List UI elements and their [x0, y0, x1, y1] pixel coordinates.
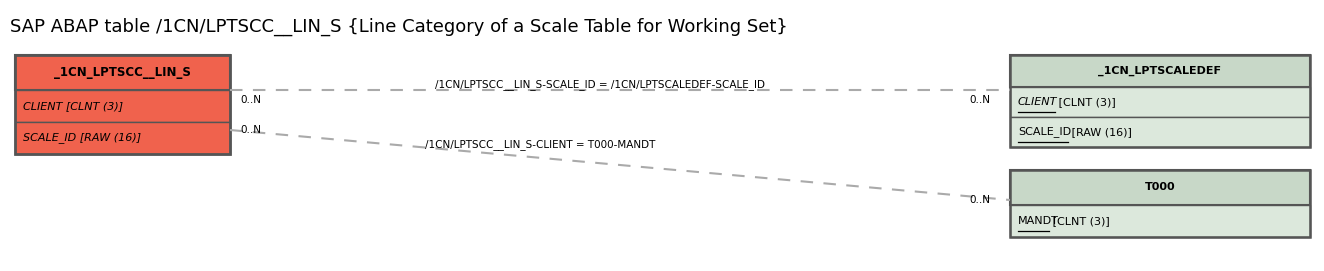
Text: [RAW (16)]: [RAW (16)]	[1067, 127, 1132, 137]
Text: /1CN/LPTSCC__LIN_S-SCALE_ID = /1CN/LPTSCALEDEF-SCALE_ID: /1CN/LPTSCC__LIN_S-SCALE_ID = /1CN/LPTSC…	[436, 80, 765, 91]
Text: CLIENT: CLIENT	[1018, 97, 1058, 107]
Text: _1CN_LPTSCC__LIN_S: _1CN_LPTSCC__LIN_S	[54, 66, 191, 79]
FancyBboxPatch shape	[15, 122, 230, 154]
Text: [CLNT (3)]: [CLNT (3)]	[1049, 216, 1110, 226]
Text: MANDT: MANDT	[1018, 216, 1059, 226]
Text: SAP ABAP table /1CN/LPTSCC__LIN_S {Line Category of a Scale Table for Working Se: SAP ABAP table /1CN/LPTSCC__LIN_S {Line …	[11, 18, 788, 36]
FancyBboxPatch shape	[1010, 205, 1309, 237]
Text: /1CN/LPTSCC__LIN_S-CLIENT = T000-MANDT: /1CN/LPTSCC__LIN_S-CLIENT = T000-MANDT	[425, 140, 655, 150]
FancyBboxPatch shape	[1010, 117, 1309, 147]
Text: 0..N: 0..N	[969, 95, 990, 105]
Text: 0..N: 0..N	[240, 95, 261, 105]
FancyBboxPatch shape	[15, 55, 230, 90]
Text: SCALE_ID [RAW (16)]: SCALE_ID [RAW (16)]	[23, 133, 142, 143]
Text: [CLNT (3)]: [CLNT (3)]	[1055, 97, 1116, 107]
Text: _1CN_LPTSCALEDEF: _1CN_LPTSCALEDEF	[1099, 66, 1222, 76]
Text: CLIENT [CLNT (3)]: CLIENT [CLNT (3)]	[23, 101, 123, 111]
FancyBboxPatch shape	[1010, 170, 1309, 205]
FancyBboxPatch shape	[15, 90, 230, 122]
FancyBboxPatch shape	[1010, 55, 1309, 87]
Text: SCALE_ID: SCALE_ID	[1018, 127, 1071, 137]
FancyBboxPatch shape	[1010, 87, 1309, 117]
Text: T000: T000	[1145, 182, 1176, 192]
Text: 0..N: 0..N	[240, 125, 261, 135]
Text: 0..N: 0..N	[969, 195, 990, 205]
